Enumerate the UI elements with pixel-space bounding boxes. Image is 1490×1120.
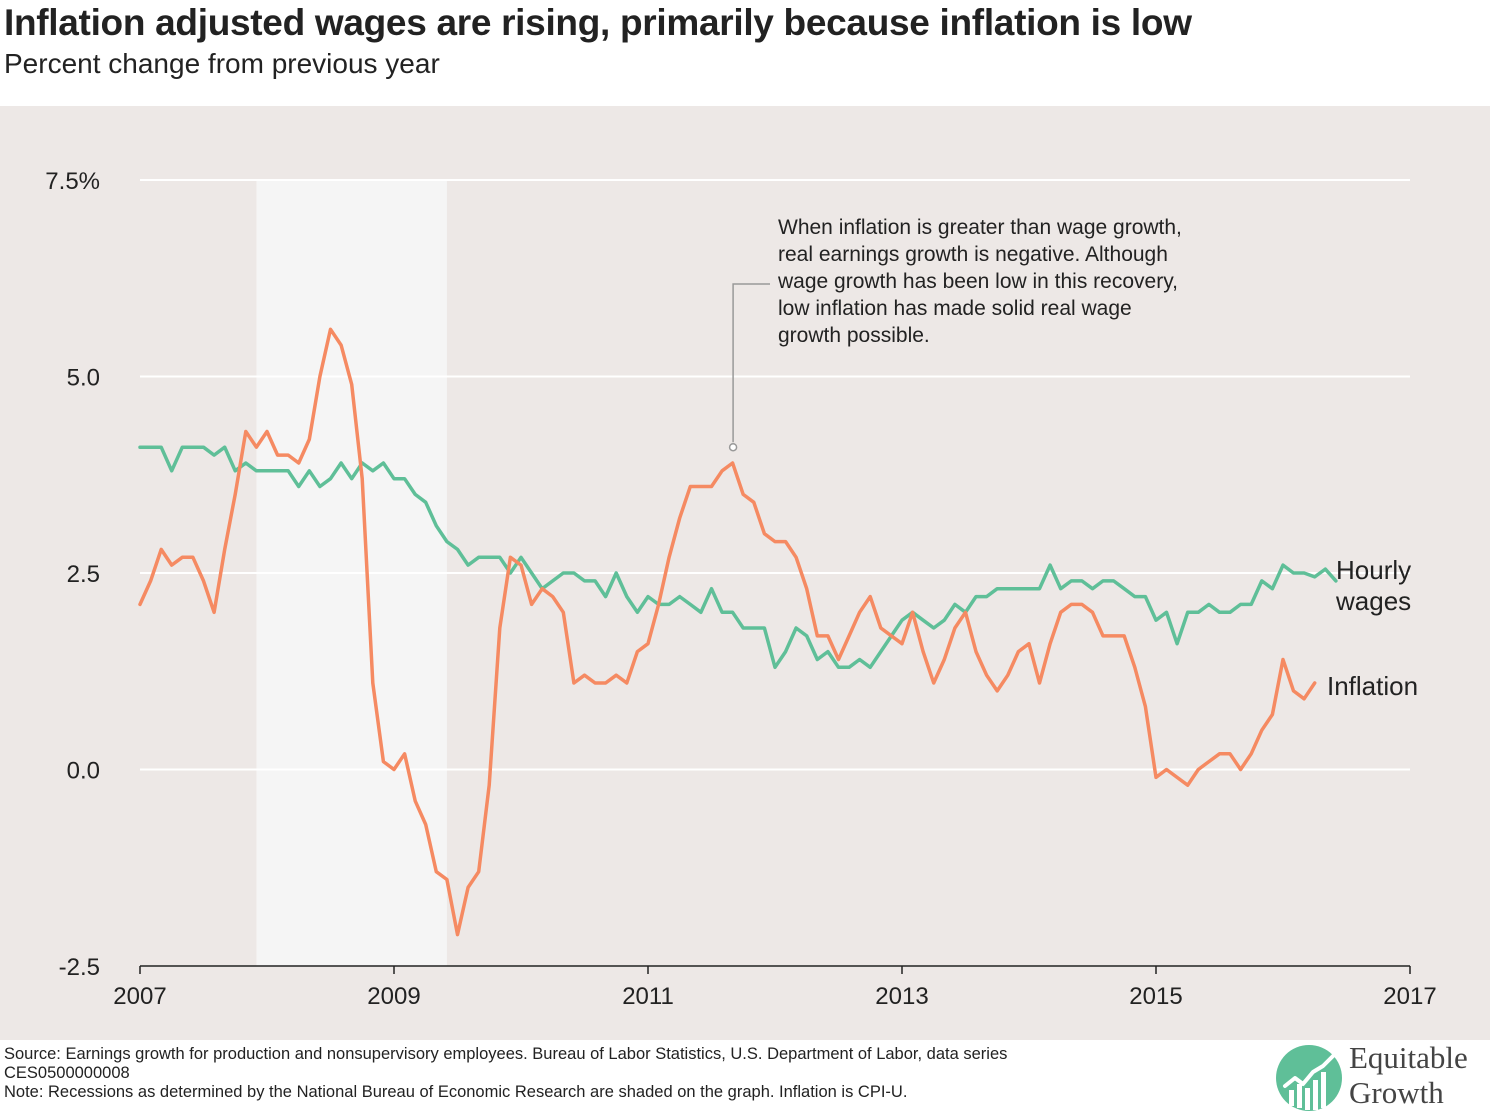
logo-line-1: Equitable bbox=[1349, 1040, 1468, 1075]
series-label-inflation: Inflation bbox=[1327, 671, 1418, 701]
y-tick-label: 2.5 bbox=[67, 561, 100, 588]
source-note: Source: Earnings growth for production a… bbox=[4, 1045, 1008, 1063]
x-tick-label: 2011 bbox=[622, 983, 674, 1010]
annotation-line: growth possible. bbox=[778, 324, 930, 347]
y-tick-label: 5.0 bbox=[67, 365, 100, 392]
annotation-leader bbox=[732, 283, 770, 443]
annotation-marker bbox=[728, 442, 738, 452]
annotation-line: real earnings growth is negative. Althou… bbox=[778, 243, 1168, 266]
annotation-text: When inflation is greater than wage grow… bbox=[777, 216, 1182, 347]
x-tick-label: 2009 bbox=[367, 983, 420, 1010]
x-tick-label: 2007 bbox=[113, 983, 166, 1010]
logo-line-2: Growth bbox=[1349, 1075, 1444, 1110]
plot-panel: -2.5 0.0 2.5 5.0 7.5% 2007 2009 2011 2013 2015 201… bbox=[0, 106, 1490, 1040]
series-label-hourly-wages: Hourly wages bbox=[1335, 555, 1411, 616]
x-tick-label: 2013 bbox=[875, 983, 928, 1010]
chart-title: Inflation adjusted wages are rising, pri… bbox=[4, 2, 1192, 43]
source-series-id: CES0500000008 bbox=[4, 1064, 130, 1082]
series-line-inflation bbox=[138, 327, 1317, 937]
x-tick-label: 2015 bbox=[1129, 983, 1182, 1010]
chart-subtitle: Percent change from previous year bbox=[4, 48, 440, 79]
footer: Source: Earnings growth for production a… bbox=[4, 1045, 1234, 1102]
equitable-growth-logo-icon bbox=[1276, 1045, 1342, 1111]
y-tick-label: 7.5% bbox=[45, 168, 100, 195]
line-chart: -2.5 0.0 2.5 5.0 7.5% 2007 2009 2011 2013 2015 201… bbox=[45, 168, 1436, 1010]
annotation-line: When inflation is greater than wage grow… bbox=[778, 216, 1182, 239]
series-label-line: wages bbox=[1335, 586, 1411, 616]
x-tick-label: 2017 bbox=[1383, 983, 1436, 1010]
recession-note: Note: Recessions as determined by the Na… bbox=[4, 1083, 908, 1101]
equitable-growth-logo: Equitable Growth bbox=[1275, 1040, 1487, 1116]
series-label-line: Hourly bbox=[1336, 555, 1411, 585]
series-line-hourly-wages bbox=[138, 445, 1338, 670]
annotation-line: wage growth has been low in this recover… bbox=[777, 270, 1178, 293]
annotation-line: low inflation has made solid real wage bbox=[778, 297, 1132, 320]
y-tick-label: -2.5 bbox=[59, 954, 100, 981]
logo-wordmark: Equitable Growth bbox=[1349, 1040, 1468, 1110]
y-tick-label: 0.0 bbox=[67, 758, 100, 785]
